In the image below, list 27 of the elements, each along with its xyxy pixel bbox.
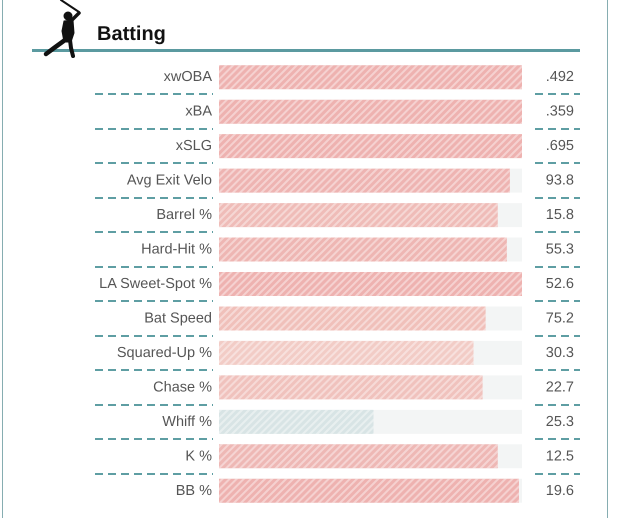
text: 19.6: [546, 482, 574, 499]
text: .359: [546, 104, 574, 120]
y-tick-label: Whiff %: [162, 414, 212, 430]
text: 12.5: [546, 448, 574, 464]
y-tick-label: Barrel %: [156, 207, 212, 224]
text: 22.7: [546, 379, 574, 396]
y-tick-label: LA Sweet-Spot %: [99, 276, 212, 292]
y-tick-label: BB %: [176, 482, 212, 499]
text: 75.2: [546, 310, 574, 326]
text: .492: [546, 69, 574, 86]
y-tick-label: Avg Exit Velo: [126, 172, 212, 189]
text: 55.3: [546, 242, 574, 258]
y-tick-label: xBA: [185, 104, 212, 120]
y-tick-label: xwOBA: [164, 69, 212, 86]
text: 93.8: [546, 172, 574, 189]
y-tick-label: Chase %: [153, 379, 212, 396]
chart-title: Batting: [97, 23, 166, 45]
text: 30.3: [546, 344, 574, 361]
y-tick-label: Squared-Up %: [116, 344, 212, 361]
text: 25.3: [546, 414, 574, 430]
text: 52.6: [546, 276, 574, 292]
text: 15.8: [546, 207, 574, 224]
y-tick-label: Hard-Hit %: [141, 242, 212, 258]
y-tick-label: K %: [185, 448, 212, 464]
y-tick-label: Bat Speed: [144, 310, 212, 326]
text: .695: [546, 138, 574, 154]
y-tick-label: xSLG: [176, 138, 212, 154]
